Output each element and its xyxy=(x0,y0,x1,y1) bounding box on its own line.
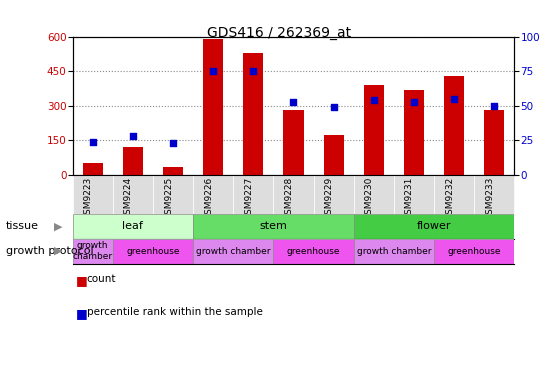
FancyBboxPatch shape xyxy=(193,175,233,214)
Bar xyxy=(83,164,103,175)
FancyBboxPatch shape xyxy=(354,175,394,214)
Text: greenhouse: greenhouse xyxy=(287,247,340,255)
Text: GSM9224: GSM9224 xyxy=(124,177,133,220)
Bar xyxy=(123,147,143,175)
Text: percentile rank within the sample: percentile rank within the sample xyxy=(87,307,263,317)
Point xyxy=(88,139,97,145)
FancyBboxPatch shape xyxy=(233,175,273,214)
Bar xyxy=(273,239,354,264)
Text: GSM9226: GSM9226 xyxy=(204,177,213,220)
Bar xyxy=(324,135,344,175)
Text: ■: ■ xyxy=(75,274,87,288)
Text: ▶: ▶ xyxy=(54,221,63,231)
Bar xyxy=(193,239,273,264)
Bar xyxy=(193,214,354,239)
Text: greenhouse: greenhouse xyxy=(447,247,501,255)
Point xyxy=(369,97,378,103)
Text: growth
chamber: growth chamber xyxy=(73,241,113,261)
Bar xyxy=(364,85,384,175)
Bar xyxy=(283,111,304,175)
Text: GSM9227: GSM9227 xyxy=(244,177,253,220)
Bar xyxy=(444,76,464,175)
FancyBboxPatch shape xyxy=(474,175,514,214)
Point xyxy=(329,104,338,110)
Text: GSM9229: GSM9229 xyxy=(325,177,334,220)
Bar xyxy=(354,239,434,264)
Point xyxy=(249,68,258,74)
Text: ■: ■ xyxy=(75,307,87,321)
Point xyxy=(169,140,178,146)
Bar xyxy=(203,39,223,175)
Text: GSM9233: GSM9233 xyxy=(485,177,494,220)
Text: flower: flower xyxy=(417,221,451,231)
Bar xyxy=(354,214,514,239)
Text: GSM9230: GSM9230 xyxy=(365,177,374,220)
Bar xyxy=(404,90,424,175)
Text: count: count xyxy=(87,274,116,284)
Bar xyxy=(73,214,193,239)
Point xyxy=(289,99,298,105)
Point xyxy=(209,68,217,74)
Text: leaf: leaf xyxy=(122,221,143,231)
Text: stem: stem xyxy=(259,221,287,231)
FancyBboxPatch shape xyxy=(434,175,474,214)
Text: growth chamber: growth chamber xyxy=(196,247,271,255)
Point xyxy=(449,96,458,102)
Bar xyxy=(163,167,183,175)
Point xyxy=(490,103,499,109)
Bar xyxy=(434,239,514,264)
Text: growth chamber: growth chamber xyxy=(357,247,431,255)
FancyBboxPatch shape xyxy=(73,175,113,214)
Text: GSM9231: GSM9231 xyxy=(405,177,414,220)
Text: GSM9232: GSM9232 xyxy=(445,177,454,220)
FancyBboxPatch shape xyxy=(314,175,354,214)
Bar xyxy=(73,239,113,264)
Text: GSM9228: GSM9228 xyxy=(285,177,293,220)
Text: ▶: ▶ xyxy=(54,246,63,256)
Bar xyxy=(243,53,263,175)
Bar xyxy=(113,239,193,264)
FancyBboxPatch shape xyxy=(394,175,434,214)
Point xyxy=(409,99,418,105)
FancyBboxPatch shape xyxy=(113,175,153,214)
Text: growth protocol: growth protocol xyxy=(6,246,93,256)
Bar xyxy=(484,111,504,175)
FancyBboxPatch shape xyxy=(153,175,193,214)
Text: GDS416 / 262369_at: GDS416 / 262369_at xyxy=(207,26,352,40)
Point xyxy=(129,133,138,139)
Text: greenhouse: greenhouse xyxy=(126,247,179,255)
Text: tissue: tissue xyxy=(6,221,39,231)
Text: GSM9225: GSM9225 xyxy=(164,177,173,220)
Text: GSM9223: GSM9223 xyxy=(84,177,93,220)
FancyBboxPatch shape xyxy=(273,175,314,214)
